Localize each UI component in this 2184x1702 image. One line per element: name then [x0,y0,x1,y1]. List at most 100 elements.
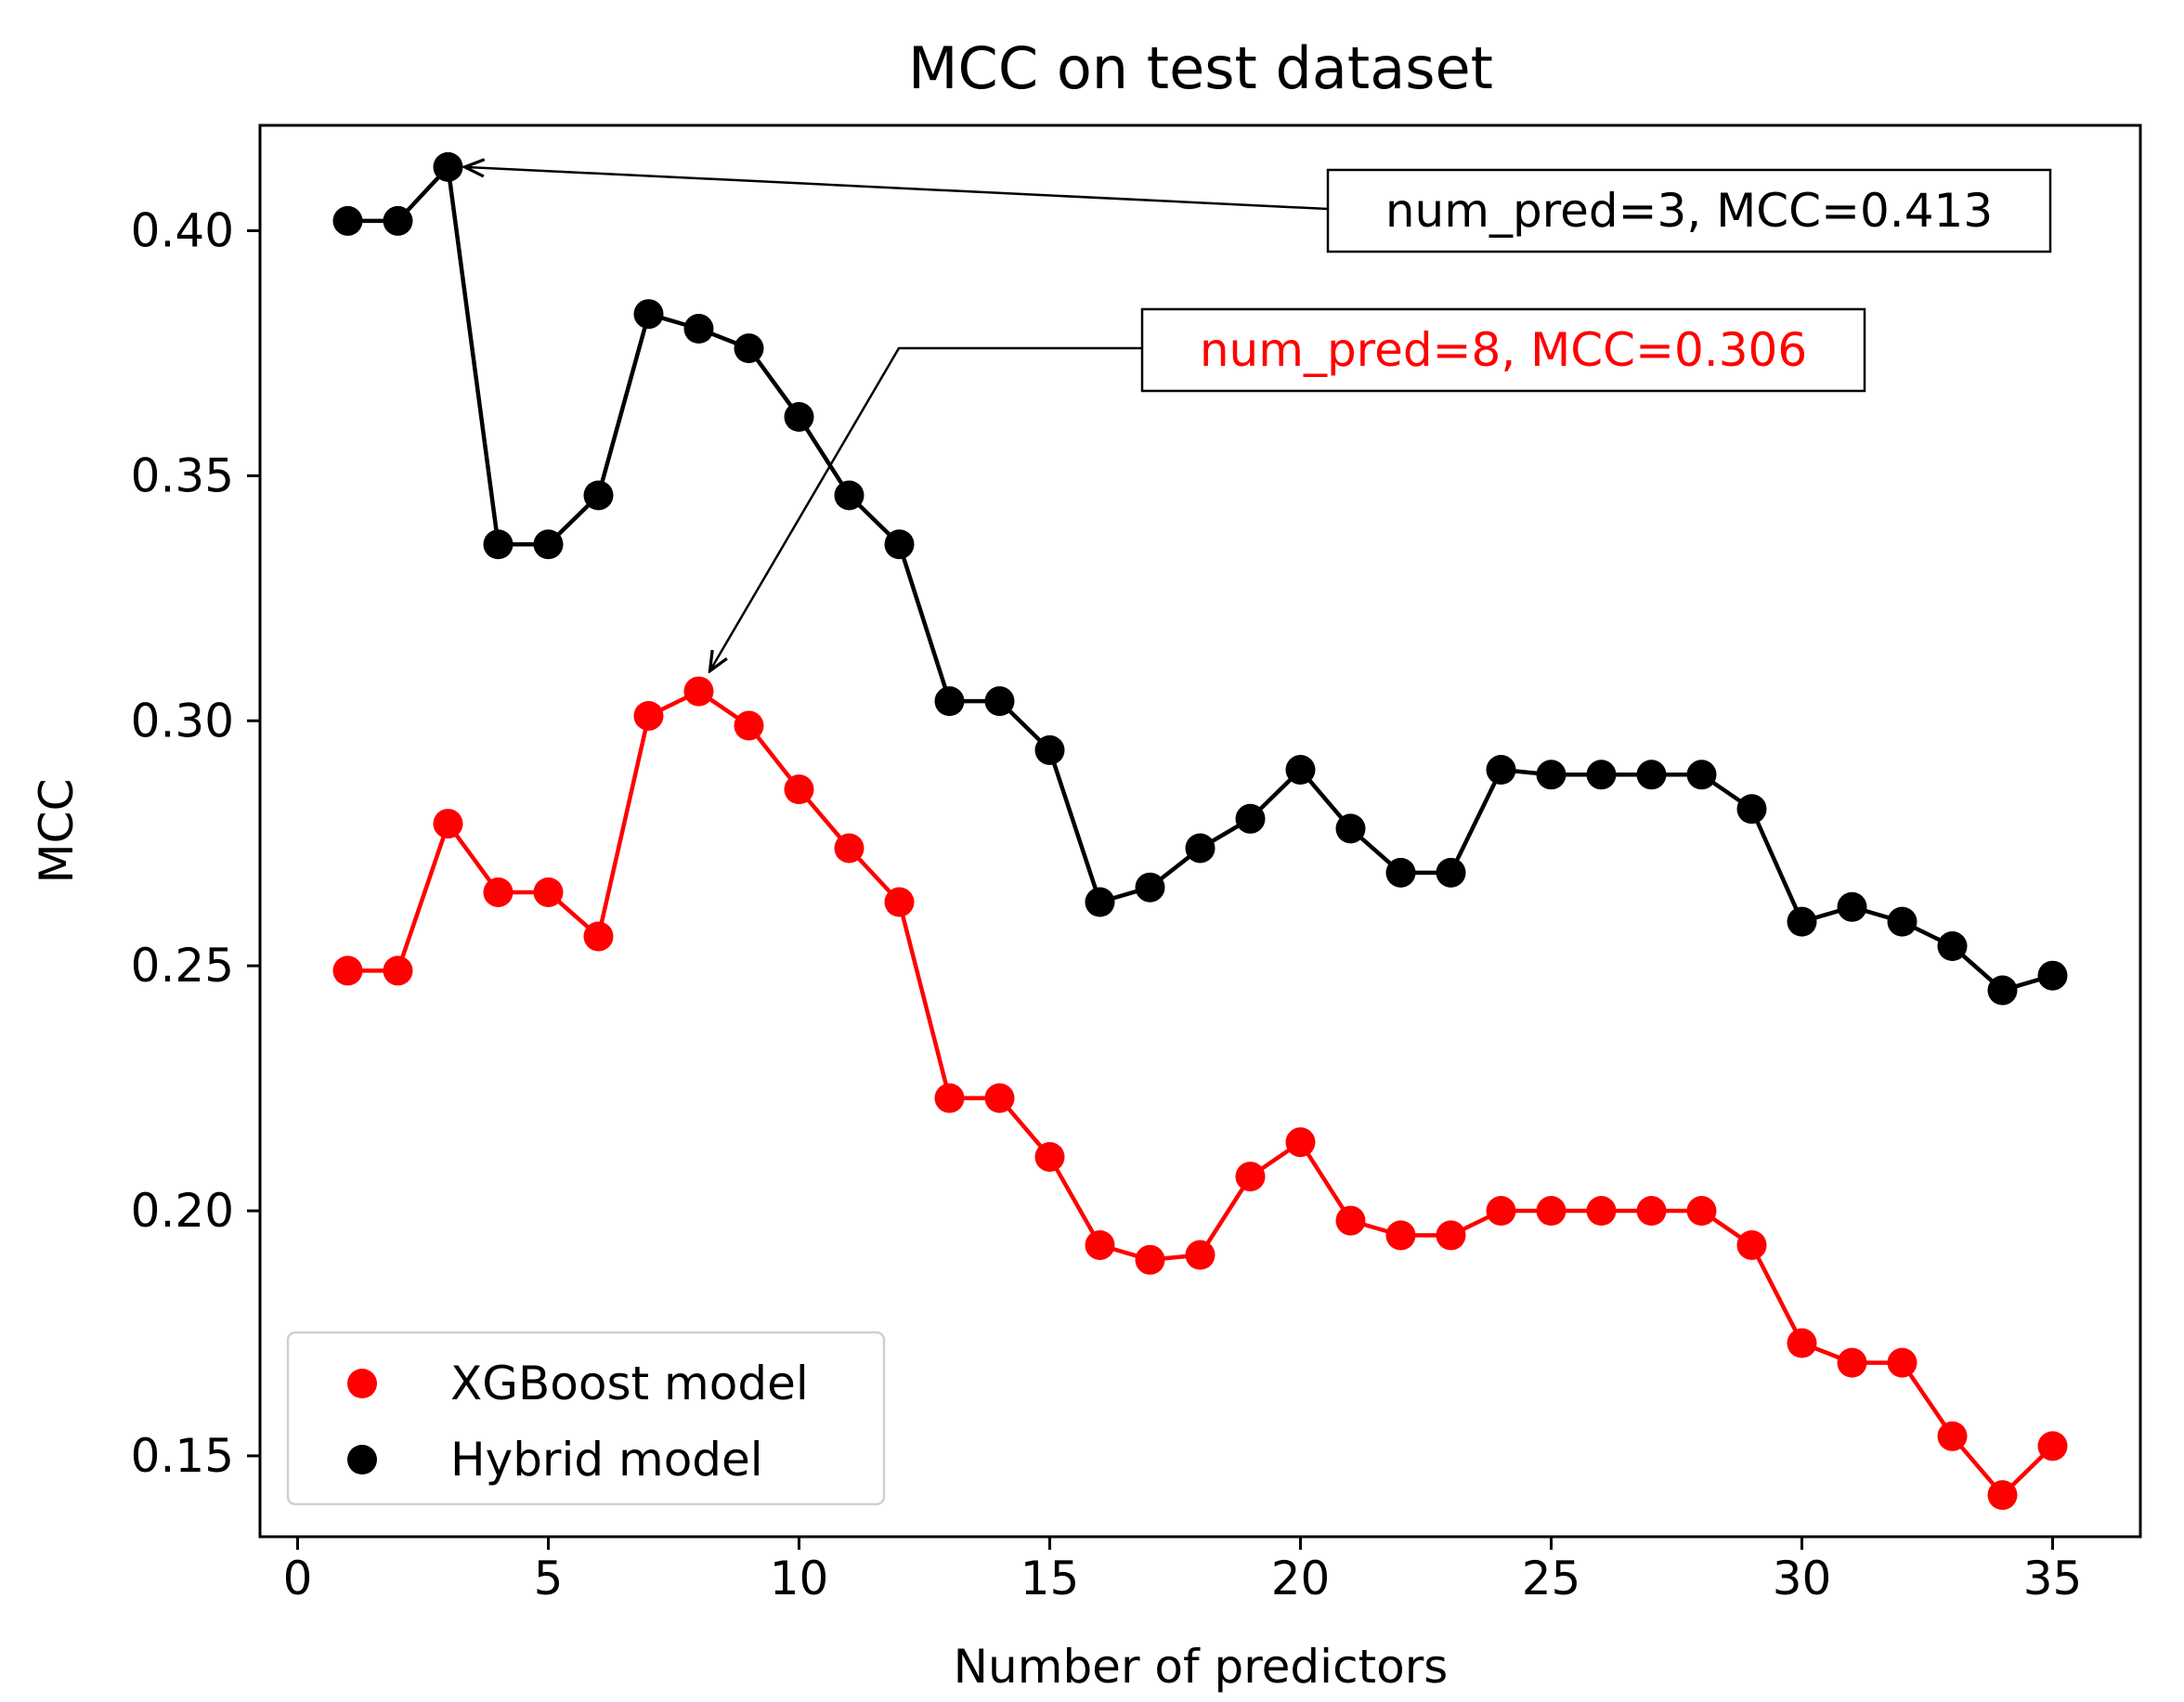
x-tick-label: 30 [1773,1552,1832,1605]
data-point-xgboost [784,774,814,805]
data-point-xgboost [332,955,363,986]
data-point-xgboost [1436,1220,1466,1251]
data-point-xgboost [683,676,714,707]
data-point-hybrid [884,529,915,560]
legend-label-hybrid: Hybrid model [450,1433,763,1487]
data-point-xgboost [383,955,413,986]
data-point-hybrid [734,333,764,364]
data-point-xgboost [984,1083,1015,1113]
data-point-hybrid [1436,857,1466,888]
data-point-hybrid [383,205,413,236]
y-tick-label: 0.25 [131,939,234,993]
x-axis: 0 5 10 15 20 25 30 35 [283,1537,2083,1605]
data-point-hybrid [1787,906,1817,937]
annotation-arrow-xgboost [710,346,1142,671]
annotation-label-hybrid: num_pred=3, MCC=0.413 [1385,184,1993,238]
data-point-hybrid [533,529,564,560]
data-point-xgboost [1686,1196,1717,1227]
legend-label-xgboost: XGBoost model [450,1357,809,1410]
data-point-xgboost [884,887,915,917]
x-tick-label: 10 [770,1552,829,1605]
y-axis-label: MCC [30,779,84,884]
annotation-box-xgboost [1140,307,1866,393]
data-point-xgboost [1385,1220,1416,1251]
data-point-xgboost [433,809,463,839]
data-point-xgboost [1787,1328,1817,1358]
data-point-hybrid [1034,734,1065,765]
data-point-xgboost [1486,1196,1516,1227]
data-point-hybrid [1085,887,1115,917]
data-point-xgboost [633,700,664,731]
data-point-hybrid [1636,760,1667,790]
data-point-xgboost [934,1083,965,1113]
data-point-hybrid [1235,803,1266,834]
x-tick-label: 25 [1522,1552,1581,1605]
data-point-xgboost [1335,1205,1366,1236]
data-point-hybrid [1987,975,2018,1006]
data-point-hybrid [1385,857,1416,888]
data-point-hybrid [683,314,714,344]
y-tick-label: 0.35 [131,448,234,502]
data-point-hybrid [1185,833,1216,864]
annotation-label-xgboost: num_pred=8, MCC=0.306 [1200,323,1807,377]
x-axis-label: Number of predictors [954,1640,1449,1694]
y-tick-label: 0.40 [131,203,234,257]
x-tick-label: 35 [2023,1552,2083,1605]
data-point-xgboost [1235,1162,1266,1192]
data-point-xgboost [1034,1141,1065,1172]
data-point-hybrid [1335,813,1366,844]
data-point-xgboost [1887,1347,1918,1378]
data-point-hybrid [433,151,463,182]
annotation-arrow-hybrid [465,167,1329,211]
y-axis: 0.15 0.20 0.25 0.30 0.35 0.40 [131,203,260,1483]
data-point-hybrid [934,686,965,717]
x-tick-label: 0 [283,1552,313,1605]
data-point-xgboost [1285,1127,1316,1158]
data-point-hybrid [1586,760,1617,790]
legend: XGBoost model Hybrid model [286,1331,886,1506]
y-tick-label: 0.20 [131,1184,234,1238]
data-point-hybrid [483,529,514,560]
plot-area [332,151,2068,1511]
data-point-xgboost [1135,1244,1165,1275]
data-point-hybrid [332,205,363,236]
series-line-hybrid [347,164,2054,993]
data-point-xgboost [1937,1421,1968,1451]
x-tick-label: 5 [534,1552,564,1605]
y-tick-label: 0.30 [131,694,234,747]
data-point-hybrid [1937,931,1968,962]
chart-title: MCC on test dataset [908,34,1493,102]
data-point-xgboost [1085,1229,1115,1260]
data-point-hybrid [1887,906,1918,937]
annotation-box-hybrid [1326,168,2052,253]
data-point-xgboost [734,710,764,741]
data-point-xgboost [1586,1196,1617,1227]
legend-marker-xgboost [347,1369,377,1398]
data-point-hybrid [1486,755,1516,786]
data-point-xgboost [483,877,514,907]
data-point-hybrid [834,480,864,511]
legend-marker-hybrid [347,1445,377,1475]
data-point-hybrid [1135,872,1165,903]
axes-frame [258,123,2142,1539]
data-point-xgboost [2037,1431,2068,1462]
data-point-hybrid [784,402,814,433]
data-point-xgboost [533,877,564,907]
data-point-hybrid [583,480,614,511]
data-point-hybrid [2037,960,2068,991]
data-point-hybrid [1536,760,1566,790]
legend-box [286,1331,886,1506]
data-point-xgboost [1837,1347,1867,1378]
data-point-xgboost [1636,1196,1667,1227]
data-point-xgboost [1536,1196,1566,1227]
data-point-xgboost [1736,1229,1767,1260]
x-tick-label: 15 [1020,1552,1080,1605]
data-point-hybrid [1285,755,1316,786]
data-point-hybrid [633,299,664,330]
data-point-hybrid [1686,760,1717,790]
annotations: num_pred=3, MCC=0.413 num_pred=8, MCC=0.3… [465,167,2052,671]
data-point-xgboost [834,833,864,864]
data-point-xgboost [1185,1240,1216,1270]
x-tick-label: 20 [1271,1552,1331,1605]
